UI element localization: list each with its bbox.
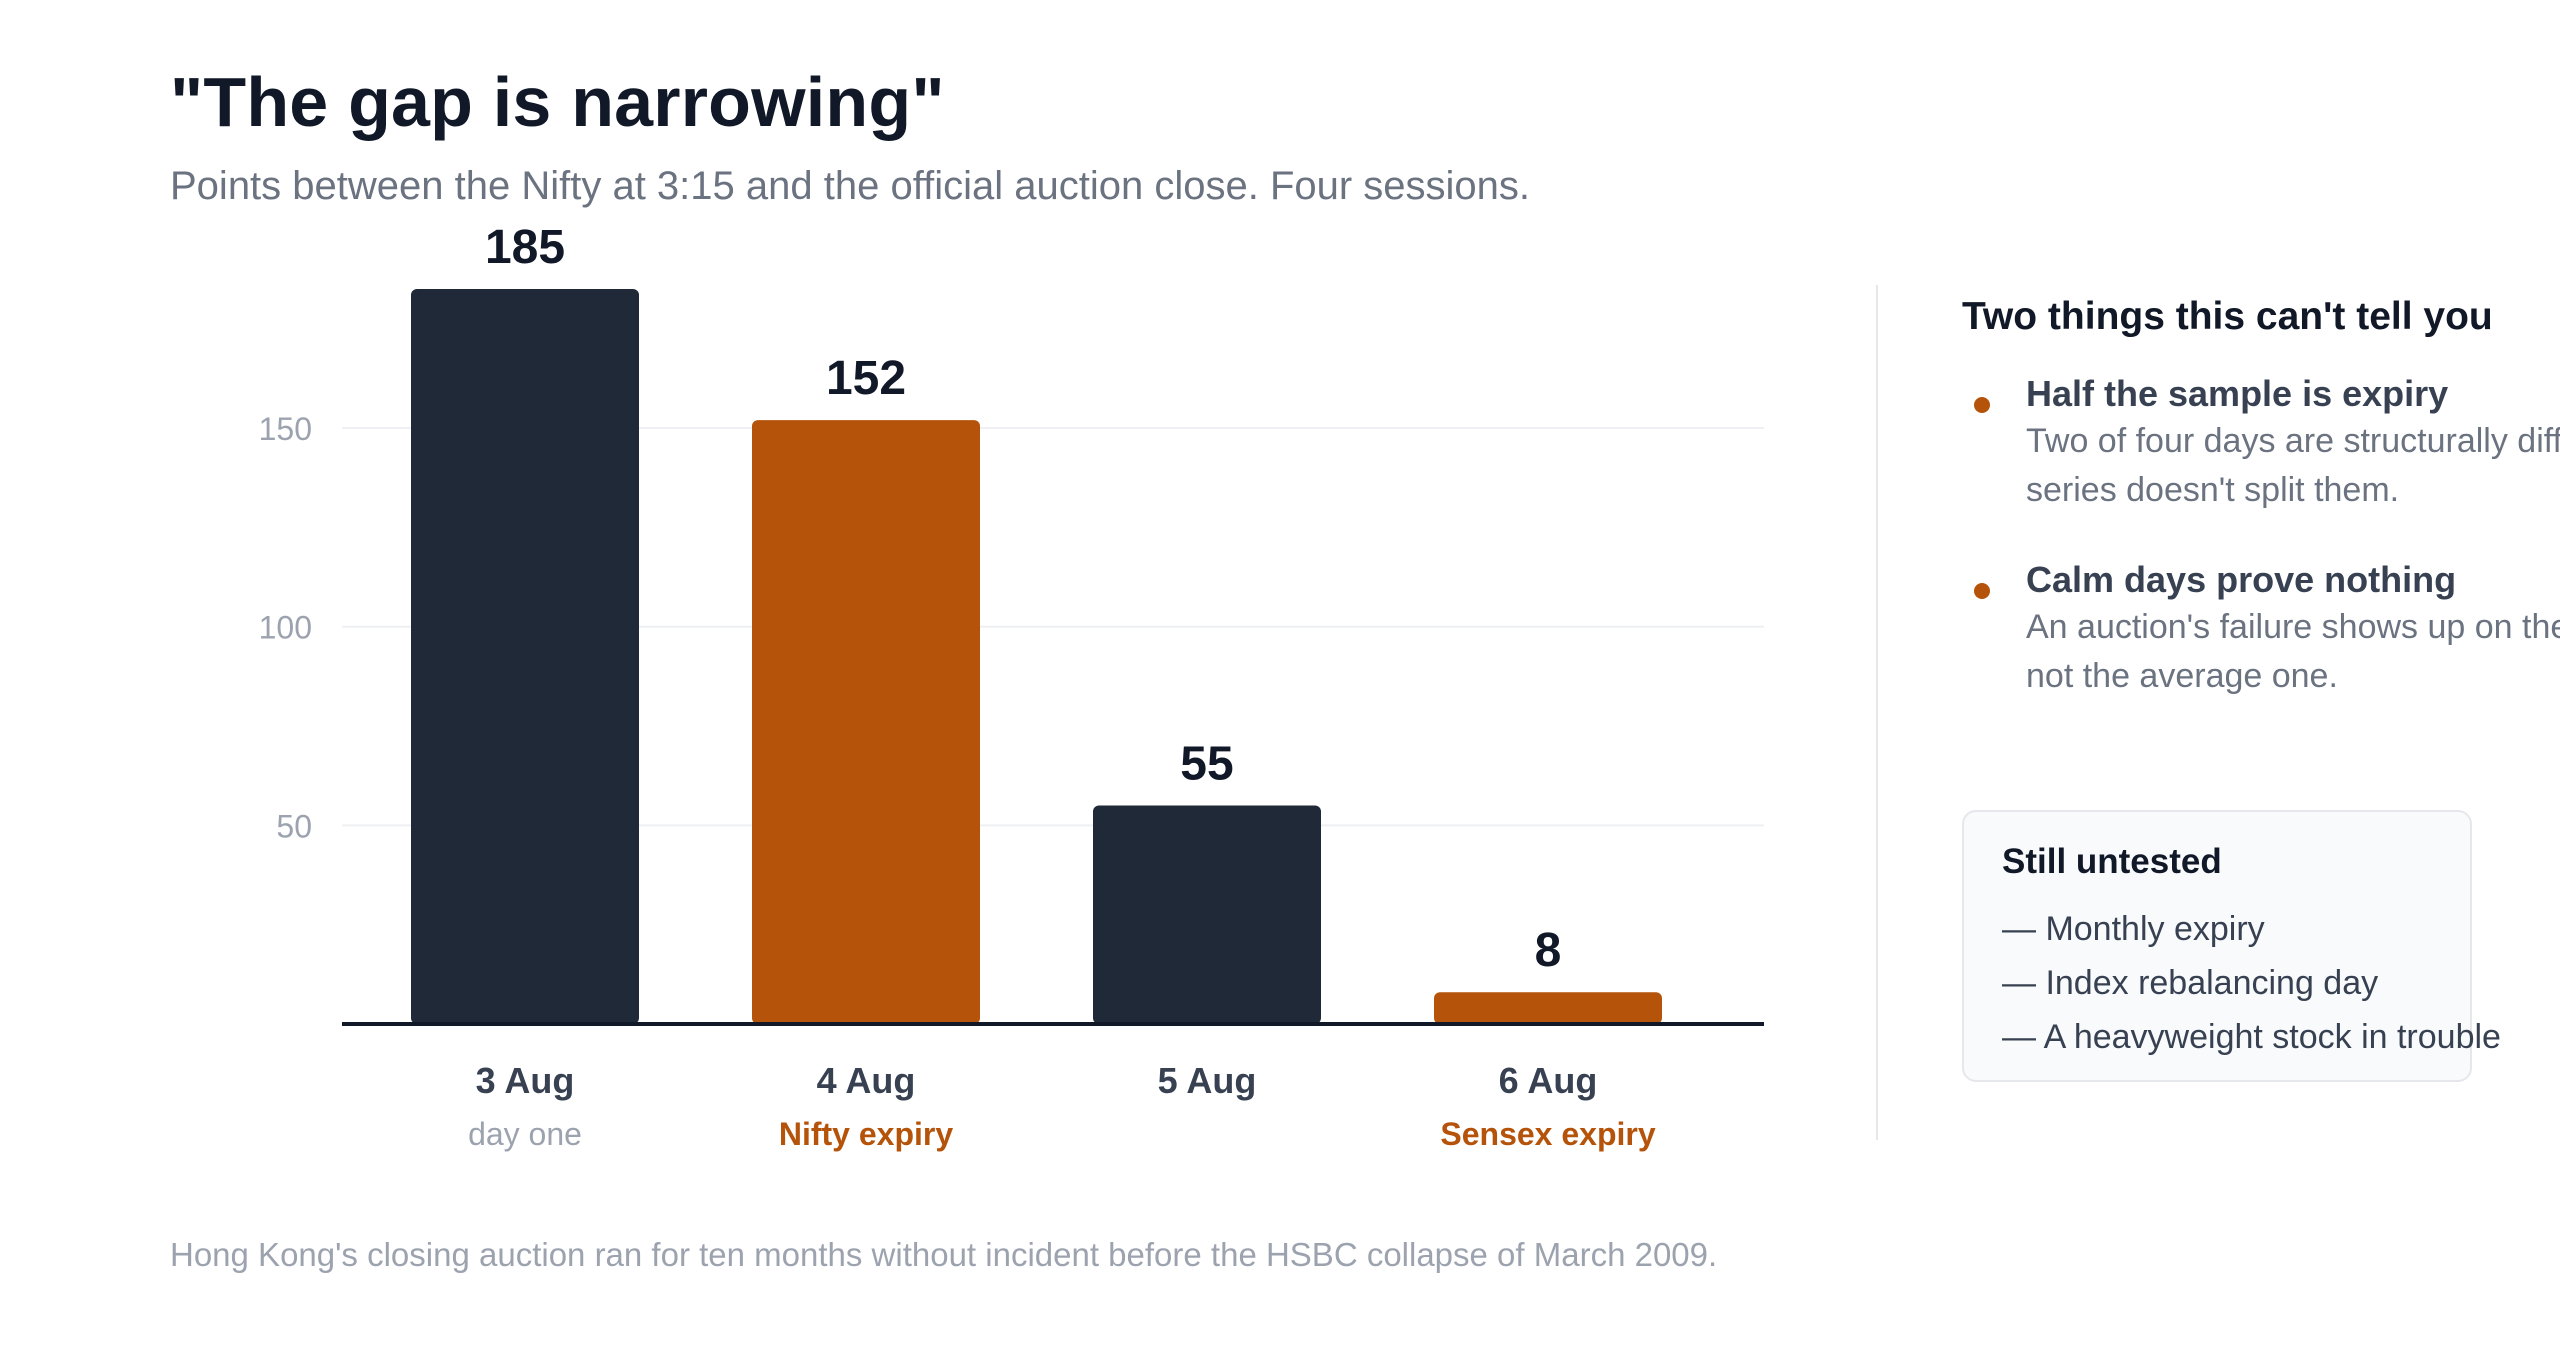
caveat-item: Half the sample is expiry Two of four da…	[1962, 371, 2560, 515]
data-label: 152	[826, 352, 906, 405]
bullet-dot-icon	[1974, 583, 1990, 599]
category-note: Sensex expiry	[1440, 1116, 1655, 1152]
data-label: 55	[1180, 737, 1233, 790]
y-tick-label: 150	[259, 411, 312, 447]
caveat-item: Calm days prove nothing An auction's fai…	[1962, 557, 2560, 701]
x-tick-label: 5 Aug	[1158, 1060, 1257, 1101]
untested-item: — Index rebalancing day	[2002, 964, 2379, 1002]
bar-chart: 50 100 150 185 3 Aug day one 152 4 Aug Nifty exp…	[259, 221, 1764, 1152]
caveat-body: Two of four days are structurally differ…	[2026, 422, 2560, 509]
still-untested-title: Still untested	[2002, 842, 2222, 881]
bar	[752, 420, 980, 1024]
y-tick-label: 50	[276, 808, 312, 844]
data-label: 185	[485, 221, 565, 274]
bar	[1093, 805, 1321, 1024]
x-tick-label: 6 Aug	[1499, 1060, 1598, 1101]
untested-item: — A heavyweight stock in trouble	[2002, 1018, 2501, 1056]
category-note: Nifty expiry	[779, 1116, 953, 1152]
divider	[1876, 285, 1878, 1140]
x-tick-label: 4 Aug	[817, 1060, 916, 1101]
page-title: "The gap is narrowing"	[170, 63, 945, 141]
x-tick-label: 3 Aug	[476, 1060, 575, 1101]
y-tick-label: 100	[259, 610, 312, 646]
caveats-panel: Two things this can't tell you Half the …	[1962, 295, 2560, 1115]
caveat-heading: Half the sample is expiry	[2026, 373, 2449, 414]
caveats-title: Two things this can't tell you	[1962, 295, 2493, 338]
bullet-dot-icon	[1974, 397, 1990, 413]
bar	[1434, 992, 1662, 1024]
footnote: Hong Kong's closing auction ran for ten …	[170, 1236, 1718, 1273]
data-label: 8	[1535, 924, 1562, 977]
untested-item: — Monthly expiry	[2002, 910, 2265, 948]
category-note: day one	[468, 1116, 582, 1152]
bar	[411, 289, 639, 1024]
caveat-body: An auction's failure shows up on the bad…	[2026, 608, 2560, 695]
still-untested-box: Still untested — Monthly expiry — Index …	[1962, 810, 2501, 1082]
caveat-heading: Calm days prove nothing	[2026, 559, 2457, 600]
page-subtitle: Points between the Nifty at 3:15 and the…	[170, 164, 1531, 208]
